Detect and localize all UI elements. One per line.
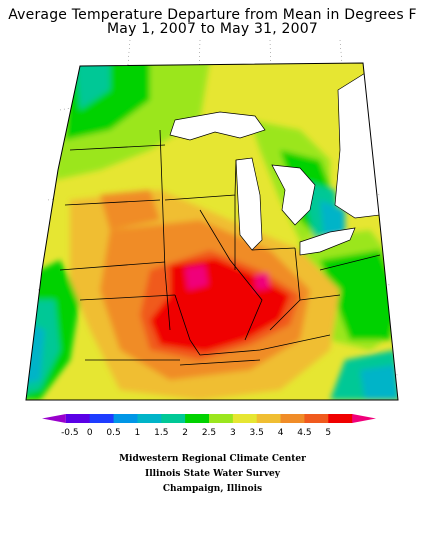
- legend-swatch: [113, 414, 138, 423]
- credit-line3: Champaign, Illinois: [162, 484, 263, 494]
- legend-swatch: [256, 414, 282, 423]
- legend-swatch: [209, 414, 234, 423]
- legend-label: 3: [230, 428, 236, 438]
- legend-label: 2.5: [202, 428, 216, 438]
- legend-swatch: [137, 414, 162, 423]
- credit-line1: Midwestern Regional Climate Center: [119, 454, 306, 464]
- legend-swatch: [232, 414, 258, 423]
- map-frame: [25, 39, 399, 401]
- lake-erie: [299, 227, 356, 256]
- legend-label: 1: [135, 428, 141, 438]
- legend-swatch: [352, 414, 376, 423]
- legend-label: 0.5: [106, 428, 120, 438]
- legend-swatch: [185, 414, 210, 423]
- credit-line2: Illinois State Water Survey: [144, 469, 281, 479]
- map-border: [25, 62, 399, 401]
- map-title-line2: May 1, 2007 to May 31, 2007: [107, 21, 318, 37]
- color-legend: -0.5 0 0.5 1 1.5 2 2.5 3 3.5 4 4.5 5: [42, 414, 376, 438]
- state-borders: [59, 129, 381, 366]
- legend-label: 2: [182, 428, 188, 438]
- lake-superior: [169, 111, 266, 141]
- map-title-line1: Average Temperature Departure from Mean …: [8, 7, 417, 23]
- legend-swatch: [65, 414, 91, 423]
- legend-label: 1.5: [154, 428, 168, 438]
- legend-label: 4: [278, 428, 284, 438]
- legend-swatch: [304, 414, 329, 423]
- legend-swatch: [161, 414, 186, 423]
- legend-swatch: [280, 414, 305, 423]
- legend-label: 5: [325, 428, 331, 438]
- legend-swatch: [89, 414, 115, 423]
- legend-label: -0.5: [61, 428, 79, 438]
- legend-label: 4.5: [297, 428, 311, 438]
- legend-color-bar: [42, 414, 376, 423]
- lake-michigan: [235, 157, 263, 251]
- legend-swatch: [42, 414, 66, 423]
- legend-label: 0: [87, 428, 93, 438]
- legend-swatch: [328, 414, 353, 423]
- legend-label: 3.5: [250, 428, 264, 438]
- lake-huron: [271, 164, 316, 226]
- legend-labels: -0.5 0 0.5 1 1.5 2 2.5 3 3.5 4 4.5 5: [61, 428, 331, 438]
